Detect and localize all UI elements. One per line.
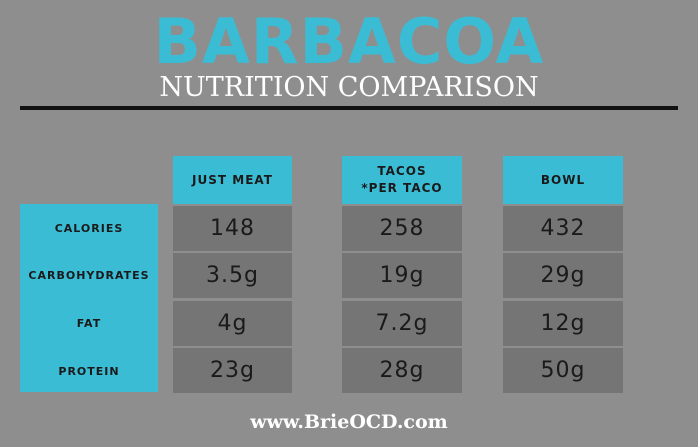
row-label-calories: CALORIES bbox=[54, 222, 124, 235]
table-cell: 12g bbox=[503, 301, 623, 346]
row-label-carbohydrates: CARBOHYDRATES bbox=[28, 269, 150, 282]
table-cell: 19g bbox=[342, 253, 462, 298]
row-label-protein: PROTEIN bbox=[58, 365, 120, 378]
table-cell: 258 bbox=[342, 206, 462, 251]
column-header-just-meat: JUST MEAT bbox=[173, 156, 292, 204]
table-cell: 4g bbox=[173, 301, 292, 346]
table-cell: 29g bbox=[503, 253, 623, 298]
page-subtitle: NUTRITION COMPARISON bbox=[159, 72, 539, 103]
row-label-fat: FAT bbox=[76, 317, 102, 330]
column-header-bowl: BOWL bbox=[503, 156, 623, 204]
website-url: www.BrieOCD.com bbox=[250, 411, 448, 433]
column-header-tacos: TACOS *PER TACO bbox=[342, 156, 462, 204]
table-cell: 7.2g bbox=[342, 301, 462, 346]
table-cell: 3.5g bbox=[173, 253, 292, 298]
table-cell: 28g bbox=[342, 348, 462, 393]
table-cell: 432 bbox=[503, 206, 623, 251]
row-label-panel: CALORIES CARBOHYDRATES FAT PROTEIN bbox=[20, 204, 158, 392]
table-cell: 50g bbox=[503, 348, 623, 393]
table-cell: 23g bbox=[173, 348, 292, 393]
table-cell: 148 bbox=[173, 206, 292, 251]
page-title: BARBACOA bbox=[153, 5, 545, 78]
divider bbox=[20, 106, 678, 110]
